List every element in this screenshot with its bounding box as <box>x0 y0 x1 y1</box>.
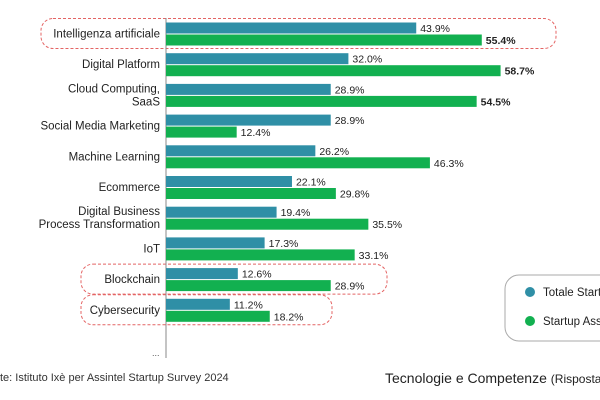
bar-totale-0 <box>166 22 417 34</box>
value-label: 12.6% <box>242 269 272 281</box>
bar-totale-9 <box>166 298 230 310</box>
legend-label-0: Totale Start <box>543 287 600 299</box>
bar-totale-1 <box>166 53 349 65</box>
category-label: Intelligenza artificiale <box>53 29 160 41</box>
category-label: Digital Business Process Transformation <box>39 206 161 231</box>
category-label: Digital Platform <box>82 59 160 71</box>
source-note: te: Istituto Ixè per Assintel Startup Su… <box>0 372 229 384</box>
value-label: 26.2% <box>319 146 349 158</box>
bar-startup-2 <box>166 95 477 107</box>
legend-marker-0 <box>525 287 535 297</box>
category-label: Social Media Marketing <box>40 121 160 133</box>
value-label: 58.7% <box>505 66 535 78</box>
value-label: 35.5% <box>372 219 402 231</box>
value-label: 18.2% <box>274 311 304 323</box>
value-label: 43.9% <box>420 23 450 35</box>
bar-totale-7 <box>166 237 265 249</box>
value-label: 54.5% <box>481 96 511 108</box>
legend-marker-1 <box>525 316 535 326</box>
category-label: Machine Learning <box>69 151 160 163</box>
category-label: Ecommerce <box>99 182 160 194</box>
highlight-box-8 <box>80 263 388 295</box>
category-label: IoT <box>143 243 160 255</box>
footer-title-sub: (Risposta <box>550 372 600 386</box>
footer-title: Tecnologie e Competenze (Risposta <box>385 370 600 386</box>
bar-totale-4 <box>166 145 316 157</box>
value-label: 28.9% <box>335 115 365 127</box>
value-label: 29.8% <box>340 189 370 201</box>
category-label: Cybersecurity <box>90 305 161 317</box>
highlight-box-0 <box>40 18 557 49</box>
bar-startup-4 <box>166 157 430 169</box>
value-label: 55.4% <box>486 35 516 47</box>
value-label: 46.3% <box>434 158 464 170</box>
value-label: 33.1% <box>359 250 389 262</box>
category-label: Cloud Computing, SaaS <box>68 83 160 108</box>
bar-startup-3 <box>166 126 237 138</box>
bar-startup-5 <box>166 188 336 199</box>
legend-box <box>504 274 600 342</box>
value-label: 28.9% <box>335 84 365 96</box>
bar-totale-5 <box>166 176 292 187</box>
value-label: 11.2% <box>234 299 263 311</box>
bar-totale-2 <box>166 83 331 95</box>
bar-totale-6 <box>166 206 277 218</box>
value-label: 22.1% <box>296 177 326 189</box>
value-label: 12.4% <box>241 127 271 139</box>
value-label: 19.4% <box>281 207 311 219</box>
value-label: 17.3% <box>269 238 299 250</box>
truncated-marker: ... <box>152 348 160 358</box>
footer-title-main: Tecnologie e Competenze <box>385 370 547 386</box>
value-label: 28.9% <box>335 281 365 293</box>
bar-startup-8 <box>166 280 331 292</box>
bar-totale-3 <box>166 114 331 126</box>
bar-startup-7 <box>166 249 355 261</box>
bar-startup-9 <box>166 310 270 322</box>
bar-totale-8 <box>166 268 238 280</box>
category-label: Blockchain <box>104 274 160 286</box>
bar-startup-1 <box>166 65 501 77</box>
value-label: 32.0% <box>352 54 382 66</box>
bar-startup-6 <box>166 218 369 230</box>
bar-startup-0 <box>166 34 482 46</box>
legend-label-1: Startup Ass <box>543 316 600 328</box>
